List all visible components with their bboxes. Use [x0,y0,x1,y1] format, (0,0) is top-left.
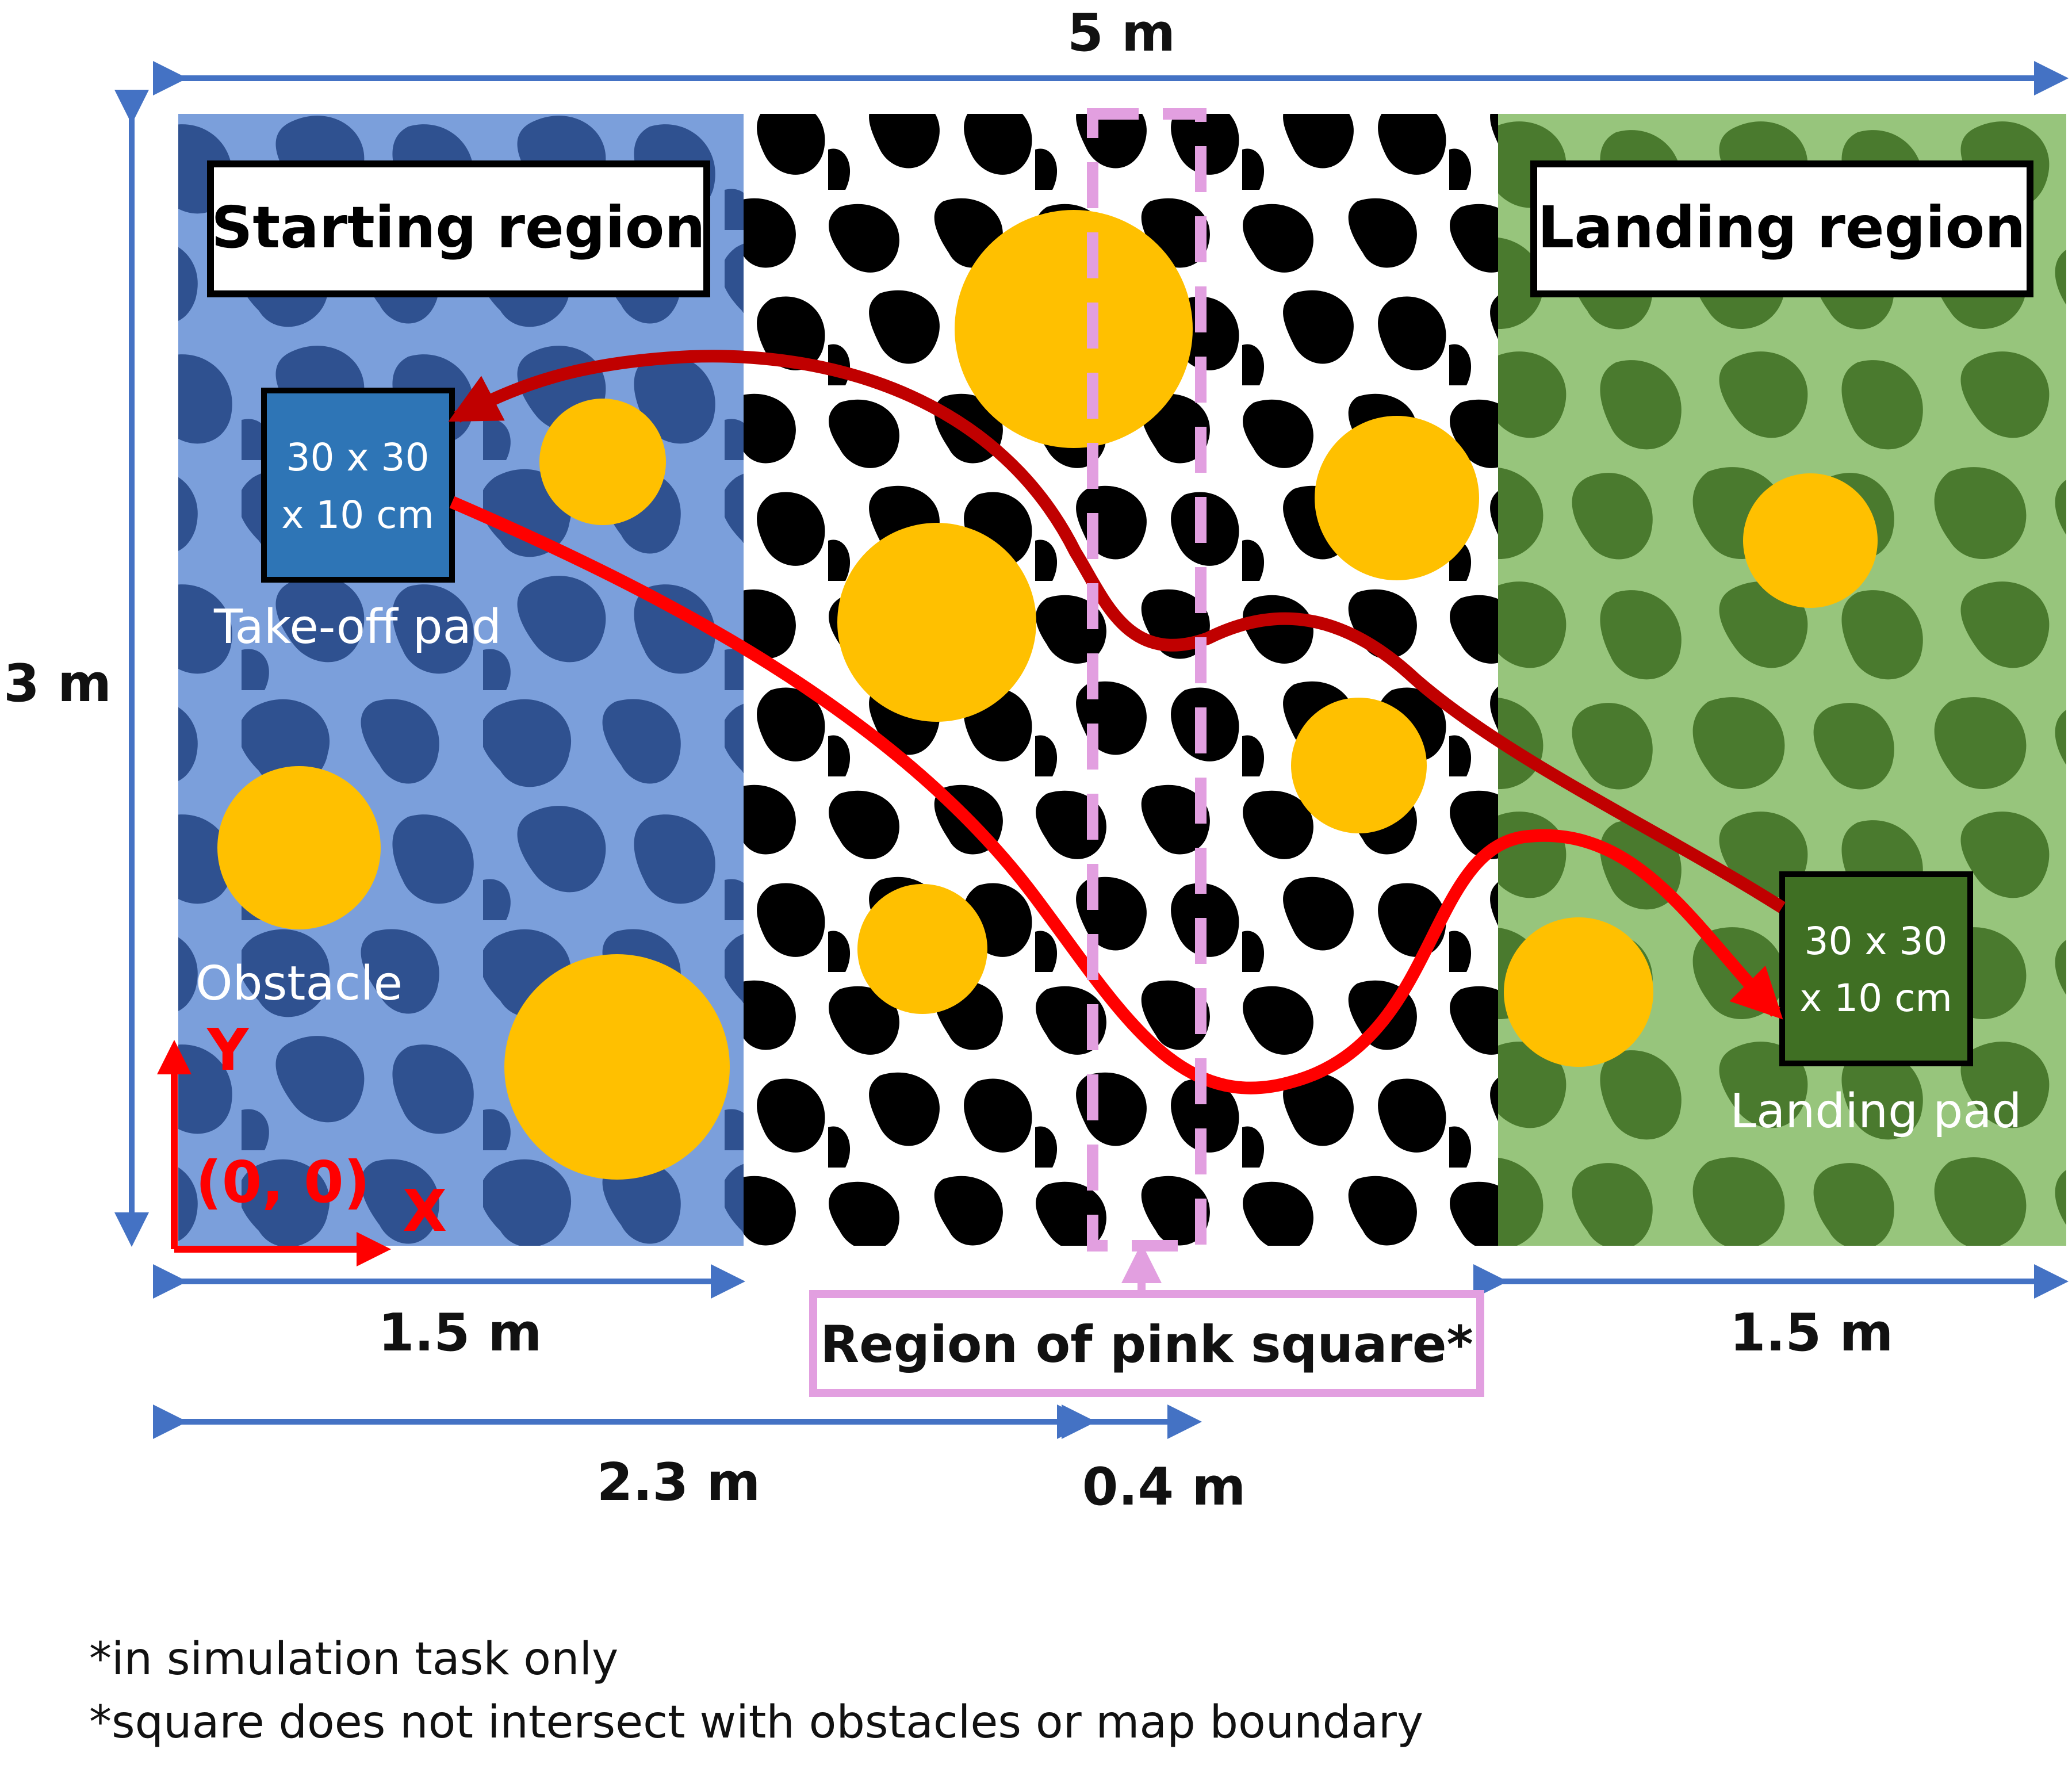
x-axis-label: X [403,1177,447,1245]
takeoff-pad-size-line2: x 10 cm [281,493,434,537]
takeoff-pad-label: Take-off pad [213,600,501,655]
landing-pad [1779,871,1973,1066]
pink-square-label-box [809,1290,1484,1397]
total-height-label: 3 m [3,653,112,714]
obstacle-circle [1504,917,1653,1067]
footnote-1: *in simulation task only [89,1633,619,1685]
total-width-label: 5 m [1067,3,1175,63]
landing-pad-size-line1: 30 x 30 [1805,919,1948,963]
landing-region-label: Landing region [1538,194,2026,261]
footnote-2: *square does not intersect with obstacle… [89,1697,1424,1748]
offset-to-square-label: 2.3 m [597,1452,761,1513]
origin-label: (0, 0) [196,1149,370,1216]
obstacle-circle [539,399,666,525]
obstacle-circle [217,766,381,929]
obstacle-circle [837,523,1036,722]
obstacle-circle [1291,698,1427,833]
square-width-label: 0.4 m [1082,1457,1246,1517]
obstacle-label: Obstacle [196,956,403,1011]
landing-pad-size-line2: x 10 cm [1799,976,1952,1020]
takeoff-pad [261,388,455,583]
obstacles [217,210,1878,1180]
starting-region-label-box [207,160,710,297]
return-path-dark-red [448,350,1786,913]
obstacle-circle [857,884,987,1014]
y-axis-label: Y [206,1016,250,1084]
outbound-path-red [449,496,1783,1094]
starting-region-label: Starting region [211,194,705,261]
pink-square-label: Region of pink square* [820,1315,1473,1374]
obstacle-circle [1315,416,1479,580]
landing-pad-label: Landing pad [1730,1084,2021,1139]
takeoff-pad-size-line1: 30 x 30 [286,435,430,480]
landing-width-label: 1.5 m [1730,1303,1894,1363]
obstacle-circle [1743,473,1878,608]
start-width-label: 1.5 m [378,1303,542,1363]
landing-region-label-box [1530,160,2033,297]
obstacle-circle [955,210,1193,448]
obstacle-circle [504,954,730,1180]
